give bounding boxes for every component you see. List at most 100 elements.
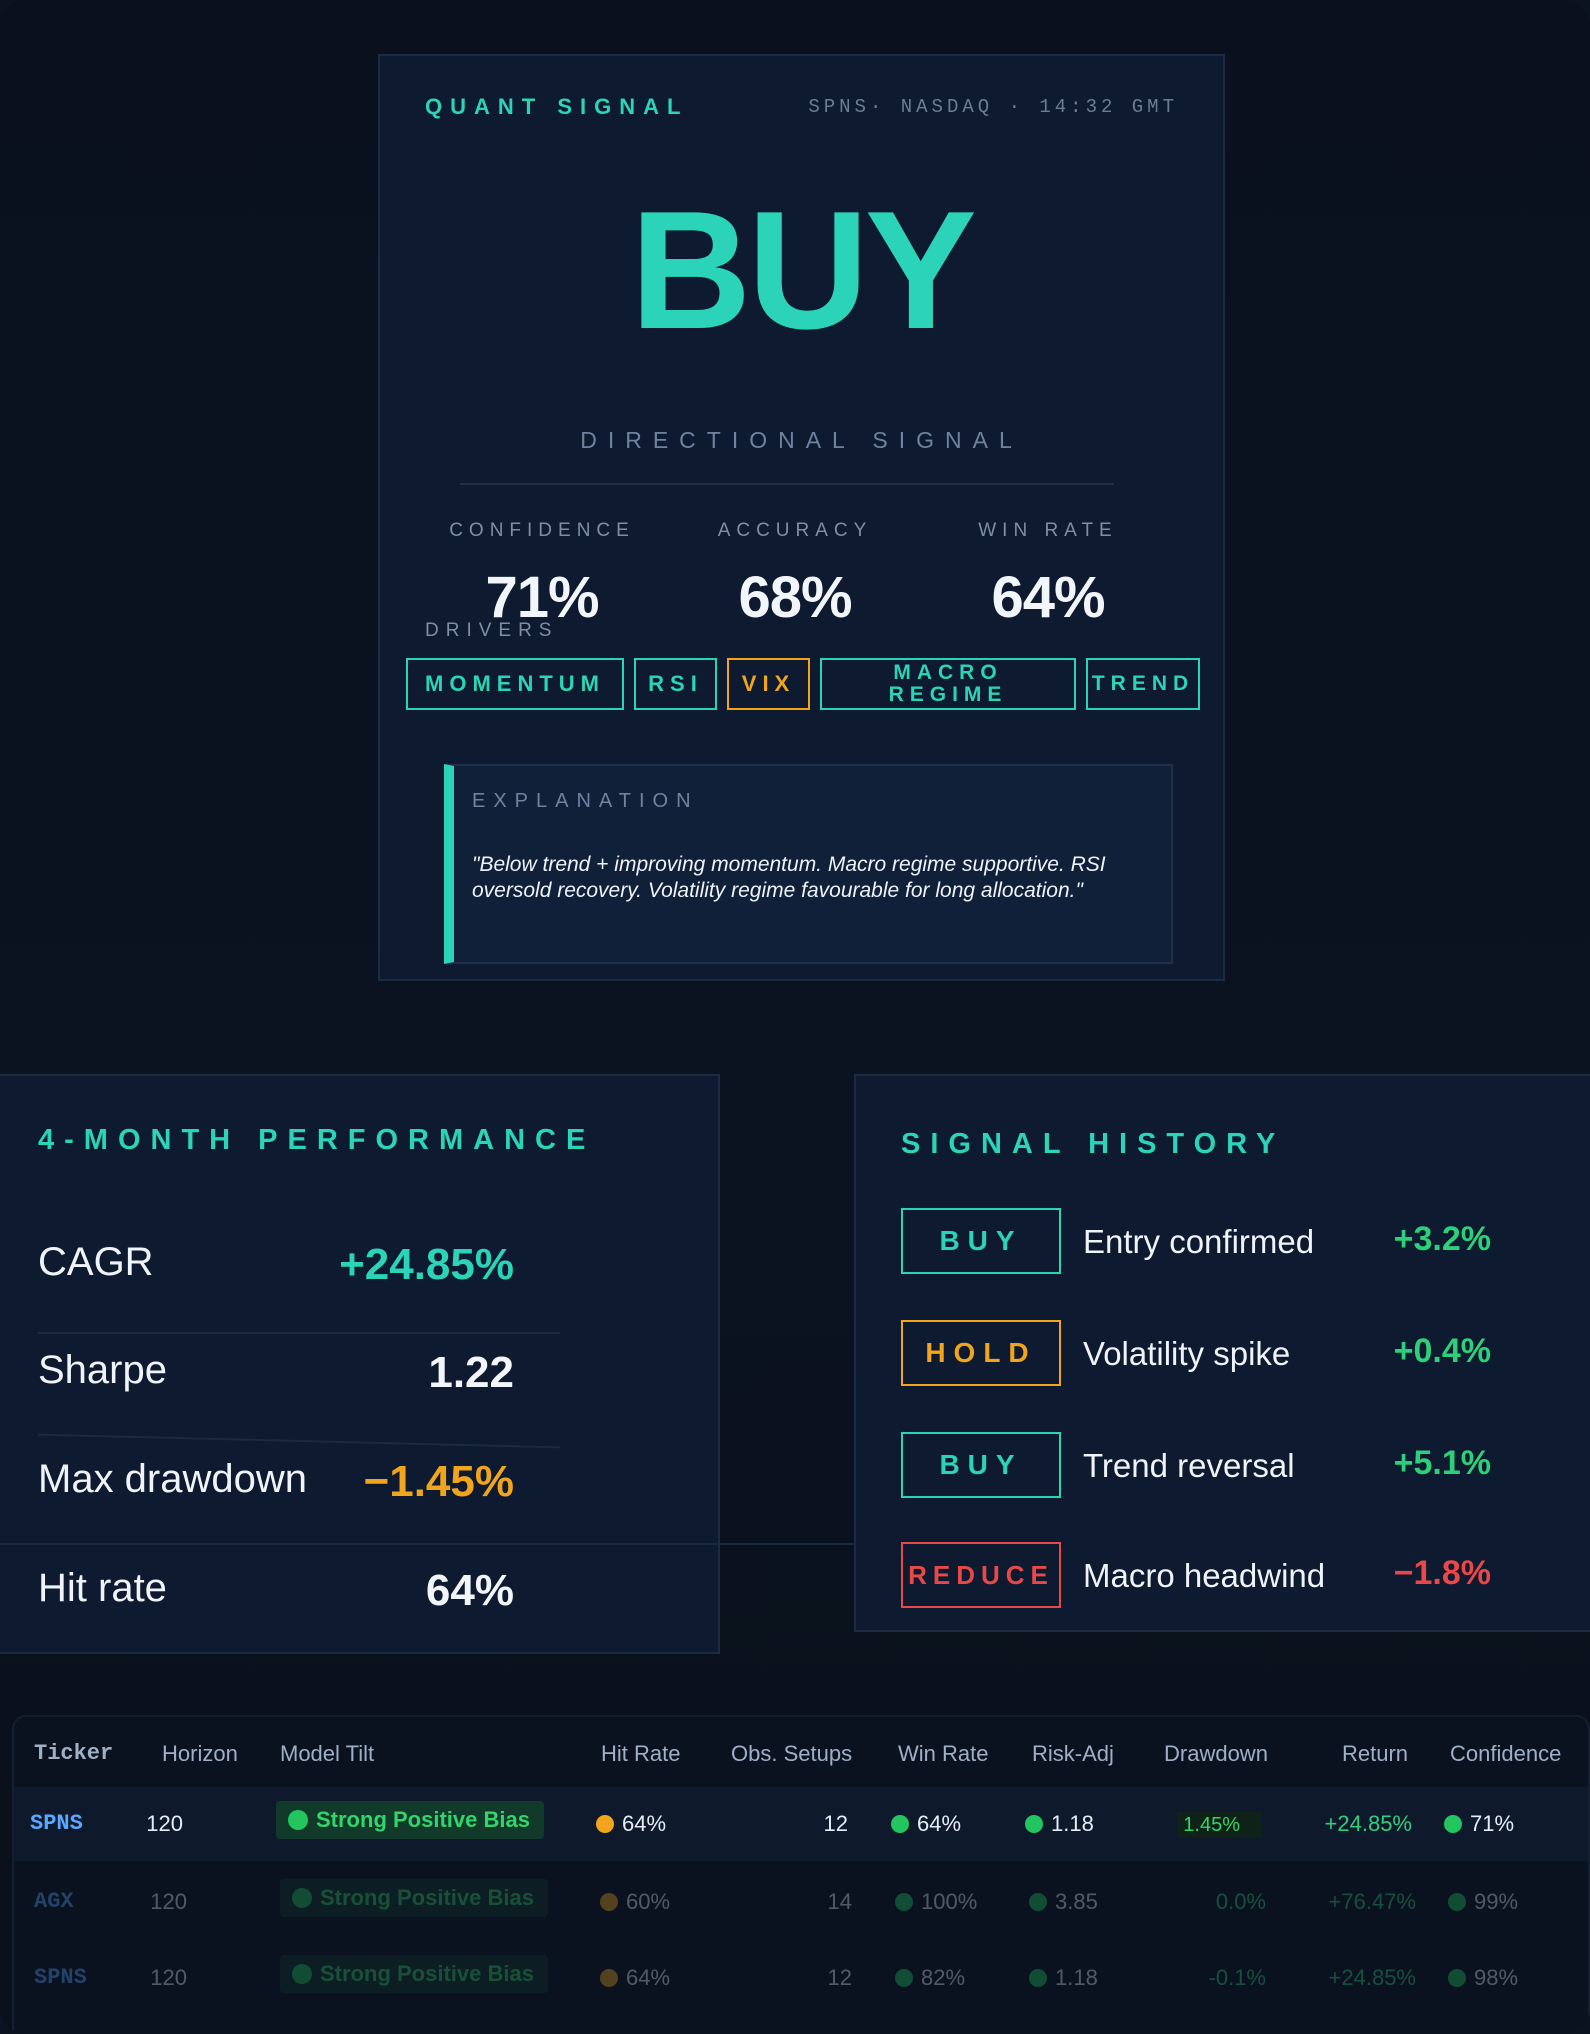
signal-card-title: QUANT SIGNAL [425, 94, 689, 119]
ticker-exchange-time: SPNS· NASDAQ · 14:32 GMT [808, 96, 1178, 118]
history-row[interactable]: HOLD Volatility spike +0.4% [901, 1320, 1491, 1386]
history-change: +0.4% [1393, 1332, 1491, 1370]
status-dot-icon [895, 1969, 913, 1987]
model-tilt-label: Strong Positive Bias [316, 1807, 530, 1832]
performance-value: +24.85% [339, 1240, 514, 1289]
driver-chip-vix[interactable]: VIX [727, 658, 810, 710]
performance-value: −1.45% [363, 1457, 514, 1506]
signal-history-title: SIGNAL HISTORY [901, 1128, 1286, 1160]
metric-value: 64% [991, 565, 1105, 630]
win-rate-cell: 82% [895, 1965, 965, 1991]
model-tilt-label: Strong Positive Bias [320, 1885, 534, 1910]
column-header-win-rate[interactable]: Win Rate [898, 1741, 989, 1766]
drawdown-cell: 0.0% [1215, 1889, 1266, 1914]
status-dot-icon [1029, 1893, 1047, 1911]
column-header-obs-setups[interactable]: Obs. Setups [731, 1741, 853, 1766]
performance-row-max-drawdown: Max drawdown −1.45% [38, 1457, 560, 1517]
risk-adj-value: 1.18 [1055, 1965, 1098, 1990]
driver-chip-momentum[interactable]: MOMENTUM [406, 658, 624, 710]
confidence-value: 71% [1470, 1811, 1515, 1836]
hit-rate-value: 60% [626, 1889, 671, 1914]
hit-rate-cell: 60% [600, 1889, 670, 1915]
table-row[interactable]: SPNS 120 Strong Positive Bias 64% 12 64%… [14, 1787, 1588, 1861]
signal-tag-buy: BUY [901, 1208, 1061, 1274]
status-dot-icon [600, 1969, 618, 1987]
performance-row-cagr: CAGR +24.85% [38, 1240, 560, 1300]
win-rate-value: 82% [921, 1965, 966, 1990]
performance-row-hit-rate: Hit rate 64% [38, 1566, 560, 1626]
table-row[interactable]: SPNS 120 Strong Positive Bias 64% 12 82%… [14, 1941, 1588, 2015]
obs-setups-cell: 12 [823, 1811, 848, 1836]
status-dot-icon [1448, 1893, 1466, 1911]
divider [38, 1332, 560, 1334]
model-tilt-badge: Strong Positive Bias [280, 1879, 548, 1917]
confidence-cell: 99% [1448, 1889, 1518, 1915]
column-header-model-tilt[interactable]: Model Tilt [280, 1741, 375, 1766]
signal-metrics: CONFIDENCE 71% ACCURACY 68% WIN RATE 64% [380, 466, 1223, 630]
performance-row-sharpe: Sharpe 1.22 [38, 1348, 560, 1408]
performance-label: Sharpe [38, 1348, 167, 1392]
column-header-horizon[interactable]: Horizon [162, 1741, 238, 1766]
status-dot-icon [891, 1815, 909, 1833]
performance-value: 1.22 [428, 1348, 514, 1397]
column-header-ticker[interactable]: Ticker [34, 1741, 114, 1766]
metric-confidence: CONFIDENCE 71% [422, 520, 662, 631]
model-tilt-badge: Strong Positive Bias [276, 1801, 544, 1839]
history-row[interactable]: BUY Trend reversal +5.1% [901, 1432, 1491, 1498]
ticker-cell[interactable]: AGX [34, 1889, 74, 1914]
model-tilt-badge: Strong Positive Bias [280, 1955, 548, 1993]
performance-card: 4-MONTH PERFORMANCE CAGR +24.85% Sharpe … [0, 1074, 720, 1654]
column-header-drawdown[interactable]: Drawdown [1164, 1741, 1268, 1766]
risk-adj-cell: 3.85 [1029, 1889, 1098, 1915]
table-row[interactable]: AGX 120 Strong Positive Bias 60% 14 100%… [14, 1865, 1588, 1939]
status-dot-icon [288, 1810, 308, 1830]
obs-setups-cell: 12 [827, 1965, 852, 1990]
status-dot-icon [1029, 1969, 1047, 1987]
status-dot-icon [292, 1888, 312, 1908]
history-row[interactable]: BUY Entry confirmed +3.2% [901, 1208, 1491, 1274]
table-header: Ticker Horizon Model Tilt Hit Rate Obs. … [14, 1717, 1588, 1785]
risk-adj-value: 3.85 [1055, 1889, 1098, 1914]
driver-chip-trend[interactable]: TREND [1086, 658, 1200, 710]
column-header-risk-adj[interactable]: Risk-Adj [1032, 1741, 1114, 1766]
status-dot-icon [1444, 1815, 1462, 1833]
explanation-box: EXPLANATION "Below trend + improving mom… [444, 764, 1173, 964]
ticker-cell[interactable]: SPNS [30, 1811, 83, 1836]
return-cell: +24.85% [1324, 1811, 1412, 1836]
performance-value: 64% [425, 1566, 514, 1615]
divider [0, 1543, 856, 1545]
status-dot-icon [895, 1893, 913, 1911]
model-tilt-label: Strong Positive Bias [320, 1961, 534, 1986]
return-cell: +24.85% [1328, 1965, 1416, 1990]
column-header-hit-rate[interactable]: Hit Rate [601, 1741, 681, 1766]
return-cell: +76.47% [1328, 1889, 1416, 1914]
history-row[interactable]: REDUCE Macro headwind −1.8% [901, 1542, 1491, 1608]
performance-label: Hit rate [38, 1566, 167, 1610]
risk-adj-value: 1.18 [1051, 1811, 1094, 1836]
explanation-label: EXPLANATION [472, 790, 699, 812]
hit-rate-cell: 64% [600, 1965, 670, 1991]
signal-tag-buy: BUY [901, 1432, 1061, 1498]
performance-title: 4-MONTH PERFORMANCE [38, 1124, 596, 1156]
driver-chip-macro-regime[interactable]: MACRO REGIME [820, 658, 1076, 710]
status-dot-icon [292, 1964, 312, 1984]
history-change: +3.2% [1393, 1220, 1491, 1258]
signal-history-card: SIGNAL HISTORY BUY Entry confirmed +3.2%… [854, 1074, 1590, 1632]
driver-chip-rsi[interactable]: RSI [634, 658, 717, 710]
risk-adj-cell: 1.18 [1029, 1965, 1098, 1991]
history-change: −1.8% [1393, 1554, 1491, 1592]
ticker-cell[interactable]: SPNS [34, 1965, 87, 1990]
column-header-confidence[interactable]: Confidence [1450, 1741, 1562, 1766]
win-rate-value: 64% [917, 1811, 962, 1836]
column-header-return[interactable]: Return [1342, 1741, 1409, 1766]
drawdown-cell: 1.45% [1177, 1811, 1262, 1838]
metric-value: 71% [485, 565, 599, 630]
status-dot-icon [596, 1815, 614, 1833]
explanation-text: "Below trend + improving momentum. Macro… [472, 853, 1106, 902]
signals-table: Ticker Horizon Model Tilt Hit Rate Obs. … [12, 1715, 1590, 2034]
signal-card: QUANT SIGNAL SPNS· NASDAQ · 14:32 GMT BU… [378, 54, 1225, 981]
metric-label: WIN RATE [978, 520, 1118, 541]
divider [38, 1433, 560, 1449]
drawdown-cell: -0.1% [1208, 1965, 1266, 1990]
